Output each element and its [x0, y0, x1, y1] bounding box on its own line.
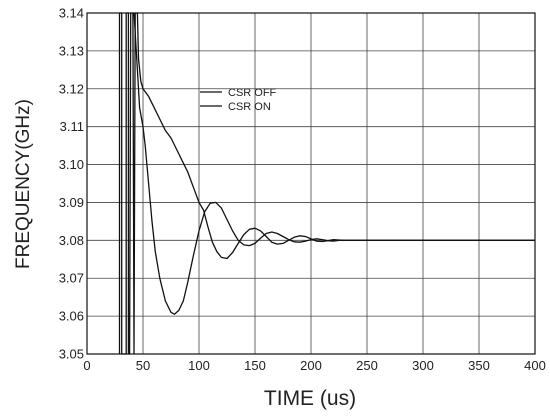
plot-border [86, 12, 536, 355]
y-tick-label: 3.05 [59, 347, 84, 362]
y-tick-label: 3.09 [59, 195, 84, 210]
x-tick-label: 100 [188, 358, 210, 373]
y-tick-label: 3.08 [59, 233, 84, 248]
legend-label: CSR OFF [228, 87, 277, 99]
y-tick-label: 3.11 [60, 119, 84, 134]
y-tick-label: 3.07 [59, 271, 84, 286]
x-tick-label: 300 [412, 358, 434, 373]
legend-label: CSR ON [228, 101, 271, 113]
x-tick-label: 200 [300, 358, 322, 373]
grid-lines [86, 12, 536, 355]
x-axis-label: TIME (us) [264, 387, 356, 410]
x-tick-label: 50 [136, 358, 150, 373]
y-tick-label: 3.06 [59, 309, 84, 324]
x-tick-labels: 0 50 100 150 200 250 300 350 400 [83, 358, 545, 373]
series-line-csr-on [133, 12, 535, 315]
x-tick-label: 0 [83, 358, 90, 373]
x-tick-label: 400 [524, 358, 546, 373]
series-lines [118, 12, 535, 355]
y-tick-label: 3.13 [59, 43, 84, 58]
x-tick-label: 150 [244, 358, 266, 373]
legend: CSR OFF CSR ON [200, 87, 277, 113]
x-tick-label: 250 [356, 358, 378, 373]
y-tick-label: 3.10 [59, 157, 84, 172]
y-axis-label: FREQUENCY(GHz) [13, 99, 34, 269]
y-tick-labels: 3.05 3.06 3.07 3.08 3.09 3.10 3.11 3.12 3.13 3.14 [59, 6, 84, 362]
y-tick-label: 3.14 [59, 6, 84, 21]
x-tick-label: 350 [468, 358, 490, 373]
y-tick-label: 3.12 [59, 81, 84, 96]
